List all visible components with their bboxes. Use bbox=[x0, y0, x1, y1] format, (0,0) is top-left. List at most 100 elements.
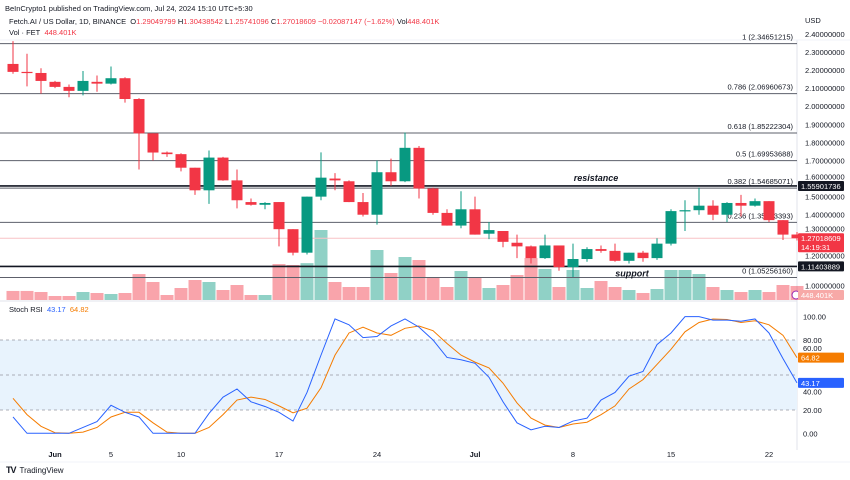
stoch-tick-label: 40.00 bbox=[803, 387, 822, 396]
price-tick-label: 1.40000000 bbox=[805, 211, 845, 220]
resistance-label: resistance bbox=[574, 173, 619, 183]
candle-body bbox=[483, 230, 495, 234]
price-tick-label: 2.30000000 bbox=[805, 48, 845, 57]
candle bbox=[357, 193, 369, 217]
candle bbox=[693, 187, 705, 215]
candle bbox=[553, 245, 565, 271]
candle bbox=[231, 169, 243, 209]
volume-bar bbox=[272, 264, 286, 300]
candle-body bbox=[679, 210, 691, 212]
volume-bar bbox=[734, 292, 748, 300]
price-tick-label: 2.20000000 bbox=[805, 66, 845, 75]
candles bbox=[7, 41, 803, 278]
stoch-rsi-title[interactable]: Stoch RSI bbox=[9, 305, 43, 314]
candle bbox=[49, 80, 61, 89]
candle bbox=[343, 180, 355, 203]
candle bbox=[651, 238, 663, 260]
support-label: support bbox=[615, 268, 649, 278]
candle-body bbox=[301, 196, 313, 253]
date-tick-label: 15 bbox=[667, 450, 675, 459]
fib-level-label: 1 (2.34651215) bbox=[742, 33, 793, 42]
volume-bar bbox=[440, 287, 454, 300]
volume-bar bbox=[286, 265, 300, 300]
candle bbox=[301, 196, 313, 255]
date-tick-label: Jul bbox=[470, 450, 481, 459]
stoch-tick-label: 80.00 bbox=[803, 336, 822, 345]
volume-bar bbox=[454, 271, 468, 300]
volume-bar bbox=[62, 296, 76, 300]
candle bbox=[455, 191, 467, 229]
stoch-k-value: 43.17 bbox=[46, 305, 66, 314]
candle-body bbox=[133, 99, 145, 134]
volume-bar bbox=[552, 287, 566, 300]
candle bbox=[595, 245, 607, 253]
candle-body bbox=[595, 249, 607, 251]
open-label: O bbox=[130, 17, 137, 26]
candle-body bbox=[119, 78, 131, 100]
price-tick-label: 1.70000000 bbox=[805, 156, 845, 165]
stoch-k-badge: 43.17 bbox=[798, 377, 844, 388]
price-tick-label: 1.50000000 bbox=[805, 193, 845, 202]
candle-body bbox=[441, 212, 453, 226]
candle-body bbox=[511, 242, 523, 247]
candle bbox=[245, 198, 257, 206]
open-value: 1.29049799 bbox=[136, 17, 176, 26]
candle bbox=[791, 232, 803, 241]
tradingview-logo[interactable]: TV TradingView bbox=[6, 465, 64, 475]
candle bbox=[385, 158, 397, 186]
volume-legend: Vol · FET 448.401K bbox=[9, 28, 77, 37]
candle bbox=[511, 234, 523, 259]
candle bbox=[63, 84, 75, 98]
candle-body bbox=[63, 86, 75, 91]
stoch-d-badge-text: 64.82 bbox=[801, 354, 820, 363]
stoch-d-badge-bg bbox=[798, 352, 844, 363]
candle-body bbox=[455, 209, 467, 226]
price-tick-label: 1.60000000 bbox=[805, 172, 845, 181]
fib-level-label: 0.5 (1.69953688) bbox=[736, 150, 794, 159]
volume-bar bbox=[300, 263, 314, 300]
candle-body bbox=[287, 229, 299, 253]
fib-level-label: 0.786 (2.06960673) bbox=[728, 83, 794, 92]
volume-badge-text: 448.401K bbox=[801, 291, 833, 300]
stoch-rsi-legend: Stoch RSI 43.17 64.82 bbox=[9, 305, 89, 314]
currency-label[interactable]: USD bbox=[805, 16, 821, 25]
candle bbox=[609, 243, 621, 262]
candle bbox=[777, 220, 789, 241]
volume-bar bbox=[468, 278, 482, 300]
candle-body bbox=[749, 201, 761, 206]
close-label: C bbox=[270, 17, 277, 26]
volume-bar bbox=[398, 257, 412, 300]
candle bbox=[119, 77, 131, 103]
symbol-title[interactable]: Fetch.AI / US Dollar, 1D, BINANCE bbox=[9, 17, 127, 26]
volume-bar bbox=[622, 290, 636, 300]
volume-bar bbox=[538, 269, 552, 300]
volume-indicator-title[interactable]: Vol · FET bbox=[9, 28, 41, 37]
candle-body bbox=[777, 220, 789, 235]
candle-body bbox=[77, 80, 89, 91]
volume-bar bbox=[244, 295, 258, 300]
candle-body bbox=[175, 154, 187, 168]
candle bbox=[567, 243, 579, 278]
vol-value: 448.401K bbox=[407, 17, 440, 26]
vol-label: Vol bbox=[396, 17, 408, 26]
change-value: −0.02087147 (−1.62%) bbox=[318, 17, 395, 26]
volume-bar bbox=[692, 274, 706, 300]
candle-body bbox=[539, 245, 551, 259]
volume-bar bbox=[650, 289, 664, 300]
volume-bar bbox=[216, 290, 230, 300]
candle bbox=[469, 196, 481, 235]
volume-bar bbox=[314, 230, 328, 300]
price-tick-label: 2.10000000 bbox=[805, 84, 845, 93]
tradingview-logo-icon: TV bbox=[6, 465, 16, 475]
volume-bar bbox=[356, 287, 370, 300]
candle-body bbox=[7, 63, 19, 72]
candle bbox=[623, 252, 635, 264]
candle bbox=[91, 75, 103, 92]
candle bbox=[315, 152, 327, 201]
price-tick-label: 1.80000000 bbox=[805, 138, 845, 147]
candle bbox=[413, 146, 425, 199]
candle-body bbox=[343, 181, 355, 203]
tradingview-brand: TradingView bbox=[19, 465, 64, 475]
